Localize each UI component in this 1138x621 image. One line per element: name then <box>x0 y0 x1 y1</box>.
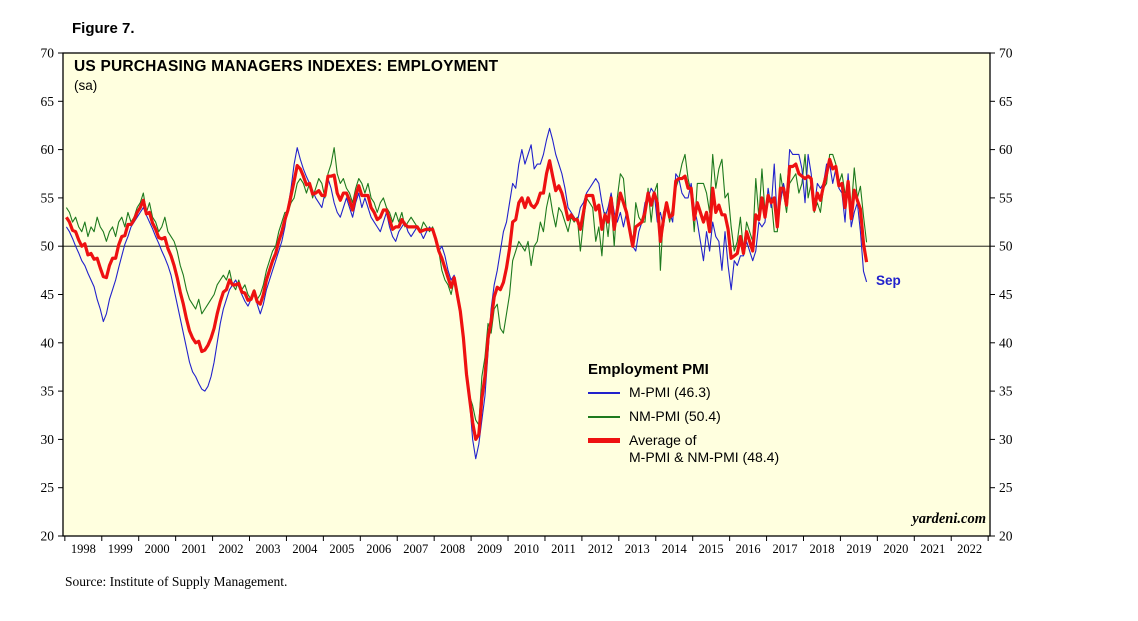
series-group <box>65 127 869 460</box>
x-axis-label: 2021 <box>920 542 945 556</box>
x-axis-label: 2022 <box>957 542 982 556</box>
y-axis-label-left: 50 <box>41 239 55 254</box>
x-axis-label: 2015 <box>699 542 724 556</box>
legend-item-nm-pmi: NM-PMI (50.4) <box>588 408 779 425</box>
average-line <box>65 157 869 441</box>
y-axis-label-right: 35 <box>999 384 1013 399</box>
y-axis-label-right: 45 <box>999 287 1013 302</box>
legend-swatch-average <box>588 438 620 443</box>
y-axis-label-left: 35 <box>41 384 55 399</box>
x-axis-label: 2005 <box>329 542 354 556</box>
x-axis-label: 2008 <box>440 542 465 556</box>
y-axis-label-right: 60 <box>999 142 1013 157</box>
y-axis-label-right: 65 <box>999 94 1013 109</box>
x-axis-label: 2002 <box>219 542 244 556</box>
sep-annotation: Sep <box>876 273 901 288</box>
x-axis-label: 1998 <box>71 542 96 556</box>
y-axis-label-left: 70 <box>41 46 55 61</box>
y-axis-label-right: 30 <box>999 432 1013 447</box>
y-axis-label-right: 55 <box>999 190 1013 205</box>
watermark: yardeni.com <box>912 511 986 527</box>
x-axis-label: 2001 <box>182 542 207 556</box>
chart-title: US PURCHASING MANAGERS INDEXES: EMPLOYME… <box>74 58 499 75</box>
legend-label-m-pmi: M-PMI (46.3) <box>629 384 711 400</box>
x-axis-label: 2010 <box>514 542 539 556</box>
x-axis-label: 2016 <box>736 542 761 556</box>
y-axis-label-right: 25 <box>999 480 1013 495</box>
legend-label-average: Average of M-PMI & NM-PMI (48.4) <box>629 432 779 466</box>
x-axis-label: 1999 <box>108 542 133 556</box>
y-axis-label-left: 55 <box>41 190 55 205</box>
legend-title: Employment PMI <box>588 361 709 378</box>
legend-item-m-pmi: M-PMI (46.3) <box>588 384 779 401</box>
x-axis-label: 2013 <box>625 542 650 556</box>
y-axis-label-left: 65 <box>41 94 55 109</box>
legend-label-average-line2: M-PMI & NM-PMI (48.4) <box>629 449 780 465</box>
y-axis-label-left: 25 <box>41 480 55 495</box>
x-axis-label: 2003 <box>255 542 280 556</box>
figure-label: Figure 7. <box>72 20 135 37</box>
legend-label-nm-pmi: NM-PMI (50.4) <box>629 408 721 424</box>
legend: Employment PMI M-PMI (46.3) NM-PMI (50.4… <box>588 361 779 473</box>
y-axis-label-left: 20 <box>41 529 55 544</box>
x-axis-label: 2000 <box>145 542 170 556</box>
y-axis-label-left: 45 <box>41 287 55 302</box>
x-axis-label: 2009 <box>477 542 502 556</box>
y-axis-label-right: 70 <box>999 46 1013 61</box>
legend-swatch-m-pmi <box>588 391 620 394</box>
x-axis-label: 2018 <box>809 542 834 556</box>
legend-label-average-line1: Average of <box>629 432 697 448</box>
plot-background <box>63 53 990 536</box>
chart-subtitle: (sa) <box>74 78 98 93</box>
y-axis-label-right: 40 <box>999 335 1013 350</box>
x-axis-label: 2004 <box>292 542 318 556</box>
x-axis-label: 2014 <box>662 542 688 556</box>
y-axis-label-left: 30 <box>41 432 55 447</box>
x-axis-label: 2007 <box>403 542 428 556</box>
x-axis-label: 2006 <box>366 542 391 556</box>
legend-item-average: Average of M-PMI & NM-PMI (48.4) <box>588 432 779 466</box>
y-axis-label-left: 40 <box>41 335 55 350</box>
x-axis-label: 2020 <box>883 542 908 556</box>
x-axis-label: 2012 <box>588 542 613 556</box>
x-axis-label: 2019 <box>846 542 871 556</box>
source-note: Source: Institute of Supply Management. <box>65 574 288 589</box>
x-axis-label: 2011 <box>551 542 576 556</box>
x-axis-label: 2017 <box>773 542 798 556</box>
y-axis-label-right: 20 <box>999 529 1013 544</box>
y-axis-label-left: 60 <box>41 142 55 157</box>
legend-swatch-nm-pmi <box>588 415 620 418</box>
y-axis-label-right: 50 <box>999 239 1013 254</box>
